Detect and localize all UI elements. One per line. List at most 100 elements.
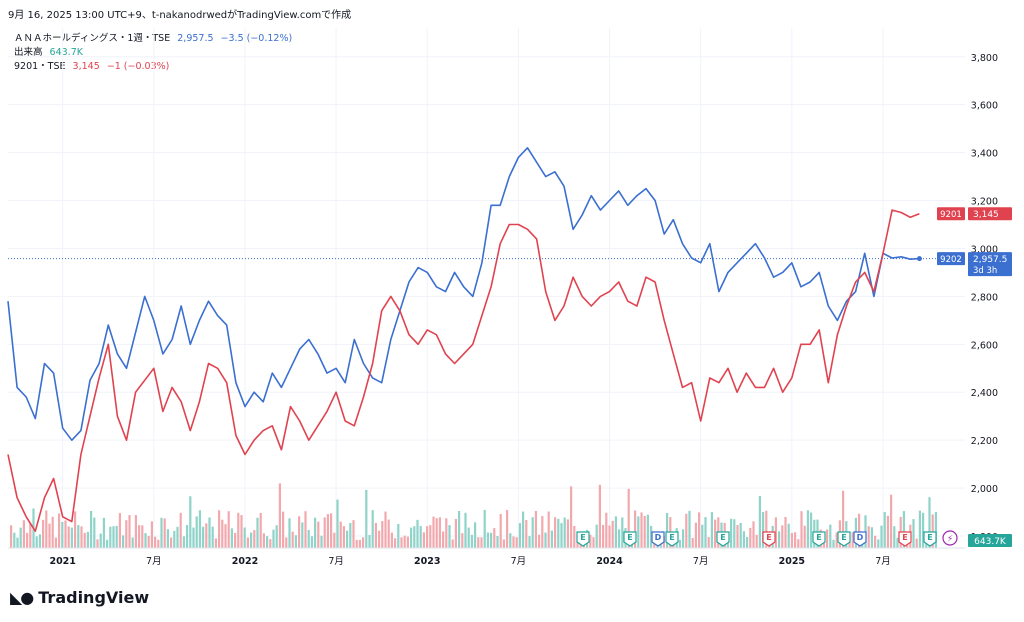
event-letter: E bbox=[669, 533, 674, 542]
volume-bar bbox=[877, 539, 880, 548]
legend-volume-value: 643.7K bbox=[49, 47, 83, 58]
volume-bar bbox=[496, 535, 499, 548]
volume-bar bbox=[163, 518, 166, 548]
y-tick-label: 2,000 bbox=[971, 484, 998, 495]
tradingview-brand[interactable]: ◣● TradingView bbox=[10, 588, 149, 607]
volume-bar bbox=[538, 534, 541, 548]
y-tick-label: 3,400 bbox=[971, 149, 998, 160]
volume-bar bbox=[186, 525, 189, 548]
volume-bar bbox=[787, 523, 790, 548]
earnings-marker-icon bbox=[623, 531, 637, 547]
y-tick-label: 2,400 bbox=[971, 388, 998, 399]
y-tick-label: 3,800 bbox=[971, 53, 998, 64]
volume-bar bbox=[851, 532, 854, 548]
earnings-marker-icon bbox=[812, 531, 826, 547]
volume-bar bbox=[746, 537, 749, 548]
legend-volume-row[interactable]: 出来高 643.7K bbox=[14, 44, 87, 58]
volume-bar bbox=[211, 526, 214, 548]
volume-bar bbox=[358, 539, 361, 548]
volume-bar bbox=[202, 526, 205, 548]
event-letter: D bbox=[655, 533, 662, 542]
legend-main-change: −3.5 (−0.12%) bbox=[220, 33, 293, 44]
volume-bar bbox=[445, 518, 448, 548]
volume-bar bbox=[432, 516, 435, 548]
volume-bar bbox=[896, 537, 899, 548]
volume-bar bbox=[525, 520, 528, 548]
series-line bbox=[7, 147, 920, 441]
volume-tag-text: 643.7K bbox=[974, 537, 1007, 547]
volume-bar bbox=[490, 532, 493, 548]
volume-bar bbox=[781, 525, 784, 548]
volume-bar bbox=[70, 527, 73, 548]
legend-compare-row[interactable]: 9201・TSE 3,145 −1 (−0.03%) bbox=[14, 58, 173, 72]
event-letter: E bbox=[580, 533, 585, 542]
volume-bar bbox=[374, 522, 377, 548]
volume-bar bbox=[266, 536, 269, 548]
volume-bar bbox=[739, 523, 742, 548]
volume-bar bbox=[701, 524, 704, 548]
volume-bar bbox=[710, 512, 713, 548]
volume-bar bbox=[221, 519, 224, 548]
volume-bar bbox=[918, 510, 921, 548]
x-tick-label: 7月 bbox=[328, 556, 344, 567]
volume-bar bbox=[230, 528, 233, 548]
volume-bar bbox=[413, 526, 416, 548]
volume-bar bbox=[83, 532, 86, 548]
volume-bar bbox=[314, 517, 317, 548]
volume-bar bbox=[627, 488, 630, 548]
volume-bar bbox=[285, 537, 288, 548]
price-tags: 9201 3,145 9202 2,957.53d 3h 643.7K bbox=[937, 207, 1012, 547]
earnings-marker-icon bbox=[576, 531, 590, 547]
volume-bar bbox=[19, 527, 22, 548]
volume-bar bbox=[573, 525, 576, 548]
volume-bar bbox=[250, 532, 253, 548]
volume-bar bbox=[531, 517, 534, 548]
volume-bar bbox=[867, 526, 870, 548]
volume-bar bbox=[77, 525, 80, 548]
volume-bar bbox=[29, 523, 32, 548]
volume-bar bbox=[262, 533, 265, 548]
volume-bar bbox=[118, 513, 121, 548]
volume-bar bbox=[691, 537, 694, 548]
legend-main-row[interactable]: ＡＮＡホールディングス・1週・TSE 2,957.5 −3.5 (−0.12%) bbox=[14, 30, 296, 44]
x-tick-label: 2024 bbox=[596, 556, 623, 567]
volume-bar bbox=[515, 537, 518, 548]
volume-bar bbox=[682, 529, 685, 548]
volume-bar bbox=[275, 525, 278, 548]
volume-bar bbox=[256, 517, 259, 548]
volume-bar bbox=[778, 531, 781, 548]
volume-bar bbox=[426, 526, 429, 548]
volume-bar bbox=[218, 510, 221, 548]
volume-bar bbox=[61, 521, 64, 548]
volume-bar bbox=[307, 529, 310, 548]
volume-bar bbox=[506, 510, 509, 548]
volume-bar bbox=[48, 523, 51, 548]
volume-bar bbox=[611, 520, 614, 548]
volume-bar bbox=[154, 536, 157, 548]
volume-bar bbox=[598, 484, 601, 548]
volume-bar bbox=[448, 525, 451, 548]
brand-name: TradingView bbox=[38, 588, 150, 607]
volume-bar bbox=[192, 527, 195, 548]
volume-bar bbox=[544, 532, 547, 548]
volume-bar bbox=[646, 514, 649, 548]
dividend-marker-icon bbox=[853, 531, 867, 547]
volume-bar bbox=[454, 518, 457, 548]
legend-compare-change: −1 (−0.03%) bbox=[106, 61, 170, 72]
volume-bar bbox=[560, 523, 563, 548]
volume-bar bbox=[608, 525, 611, 548]
volume-bar bbox=[758, 495, 761, 548]
symbol-tag bbox=[937, 207, 965, 221]
volume-bar bbox=[349, 522, 352, 548]
volume-bar bbox=[554, 517, 557, 548]
volume-bar bbox=[128, 515, 131, 548]
volume-bar bbox=[166, 529, 169, 548]
volume-bar bbox=[637, 516, 640, 548]
volume-bar bbox=[755, 534, 758, 548]
volume-bar bbox=[704, 517, 707, 548]
volume-bar bbox=[694, 522, 697, 548]
volume-bar bbox=[765, 510, 768, 548]
volume-bar bbox=[138, 525, 141, 548]
volume-bar bbox=[371, 510, 374, 548]
